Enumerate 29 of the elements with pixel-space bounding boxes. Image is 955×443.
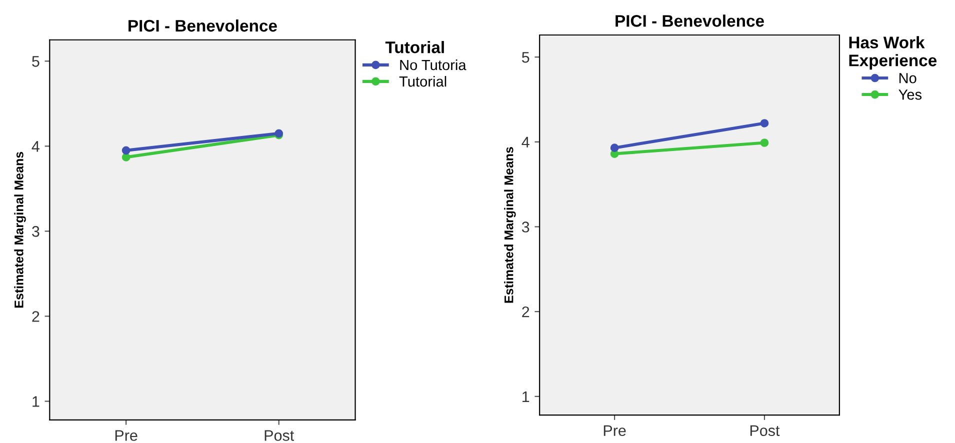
y-tick-label: 1: [522, 391, 530, 402]
y-tick-label: 2: [522, 306, 530, 318]
x-tick-label: Post: [264, 430, 294, 441]
chart-title: PICI - Benevolence: [616, 14, 764, 27]
legend-title: Tutorial: [385, 41, 444, 54]
y-tick-label: 3: [522, 222, 530, 232]
y-axis-title: Estimated Marginal Means: [14, 152, 26, 308]
y-tick-label: 3: [32, 226, 40, 237]
y-tick-label: 4: [32, 141, 40, 152]
chart-title: PICI - Benevolence: [128, 19, 277, 32]
y-tick-label: 5: [32, 56, 40, 67]
point: [610, 144, 619, 152]
y-axis-title: Estimated Marginal Means: [504, 147, 516, 303]
y-tick-label: 4: [522, 136, 530, 148]
legend-title: Has Work Experience: [849, 36, 937, 70]
x-tick-label: Post: [750, 425, 780, 436]
x-tick-label: Pre: [604, 425, 626, 436]
legend-label: Yes: [898, 90, 922, 100]
y-tick-label: 5: [522, 52, 530, 63]
point: [760, 138, 769, 147]
x-tick-label: Pre: [115, 430, 138, 441]
point: [122, 146, 130, 155]
legend-label: No: [899, 73, 916, 84]
y-tick-label: 1: [32, 396, 40, 407]
legend-label: No Tutoria: [400, 59, 466, 70]
y-tick-label: 2: [32, 311, 40, 322]
point: [122, 153, 130, 162]
point: [760, 119, 769, 128]
legend-label: Tutorial: [399, 76, 446, 87]
